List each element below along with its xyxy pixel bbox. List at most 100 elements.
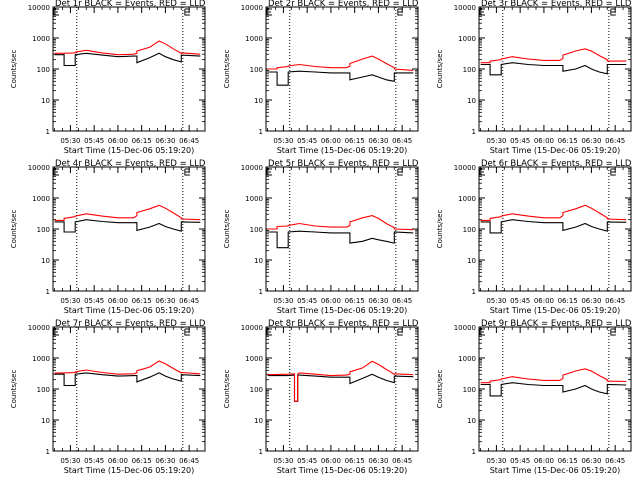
segment-marker [610, 328, 616, 336]
y-axis-label: Counts/sec [223, 370, 231, 409]
x-tick-label: 06:15 [558, 137, 578, 145]
y-tick-label: 100 [463, 226, 476, 234]
x-tick-label: 06:45 [179, 137, 199, 145]
x-tick-label: 06:00 [108, 457, 128, 465]
plot-frame [265, 166, 419, 292]
y-tick-label: 10000 [28, 324, 50, 332]
x-tick-label: 06:45 [605, 137, 625, 145]
segment-marker [397, 8, 403, 16]
y-tick-label: 1000 [458, 355, 476, 363]
y-tick-label: 100 [37, 226, 50, 234]
y-tick-label: 1000 [458, 195, 476, 203]
y-axis-label: Counts/sec [223, 210, 231, 249]
detector-panel-7: Det 7r BLACK = Events, RED = LLD Counts/s… [10, 319, 206, 475]
x-tick-label: 06:15 [345, 297, 365, 305]
plot-frame [265, 6, 419, 132]
x-tick-label: 06:00 [321, 137, 341, 145]
y-axis-label: Counts/sec [10, 50, 18, 89]
detector-panel-8: Det 8r BLACK = Events, RED = LLD Counts/s… [223, 319, 419, 475]
y-tick-label: 1000 [245, 35, 263, 43]
series-line-events [54, 372, 201, 387]
y-axis-label: Counts/sec [436, 210, 444, 249]
panel-title: Det 7r BLACK = Events, RED = LLD [55, 319, 206, 329]
x-tick-label: 06:45 [605, 457, 625, 465]
segment-marker [53, 8, 59, 16]
y-tick-label: 10 [254, 97, 263, 105]
y-tick-label: 10 [467, 417, 476, 425]
x-tick-label: 05:45 [297, 297, 317, 305]
x-tick-label: 06:45 [392, 137, 412, 145]
y-tick-label: 1 [259, 128, 263, 136]
segment-marker [479, 328, 485, 336]
detector-panel-9: Det 9r BLACK = Events, RED = LLD Counts/s… [436, 319, 632, 475]
x-tick-label: 05:45 [510, 457, 530, 465]
series-line-lld [267, 215, 414, 231]
y-tick-label: 1 [259, 288, 263, 296]
detector-panel-5: Det 5r BLACK = Events, RED = LLD Counts/s… [223, 159, 419, 315]
x-tick-label: 06:30 [155, 457, 175, 465]
x-tick-label: 05:30 [273, 457, 293, 465]
series-line-lld [267, 55, 414, 71]
y-tick-label: 10 [254, 257, 263, 265]
segment-marker [266, 8, 272, 16]
x-tick-label: 06:30 [581, 137, 601, 145]
segment-marker [610, 168, 616, 176]
x-tick-label: 06:15 [558, 457, 578, 465]
y-tick-label: 100 [463, 66, 476, 74]
series-line-lld [480, 368, 627, 384]
series-line-events [480, 62, 627, 76]
x-tick-label: 05:30 [60, 457, 80, 465]
y-tick-label: 10000 [28, 164, 50, 172]
series-line-events [480, 219, 627, 234]
y-tick-label: 10 [254, 417, 263, 425]
x-tick-label: 06:15 [132, 297, 152, 305]
y-tick-label: 100 [250, 386, 263, 394]
x-tick-label: 05:30 [60, 137, 80, 145]
y-tick-label: 100 [37, 386, 50, 394]
series-line-events [480, 382, 627, 397]
x-tick-label: 05:45 [510, 137, 530, 145]
x-tick-label: 06:00 [534, 297, 554, 305]
y-tick-label: 1 [259, 448, 263, 456]
x-tick-label: 06:45 [179, 297, 199, 305]
x-tick-label: 05:30 [486, 297, 506, 305]
y-tick-label: 1000 [32, 195, 50, 203]
x-tick-label: 05:45 [510, 297, 530, 305]
y-tick-label: 10000 [241, 164, 263, 172]
series-line-events [54, 52, 201, 67]
detector-panel-1: Det 1r BLACK = Events, RED = LLD Counts/s… [10, 0, 206, 155]
y-tick-label: 10000 [28, 4, 50, 12]
x-tick-label: 06:30 [155, 137, 175, 145]
x-tick-label: 06:00 [534, 137, 554, 145]
x-axis-label: Start Time (15-Dec-06 05:19:20) [64, 146, 195, 155]
x-tick-label: 06:00 [534, 457, 554, 465]
x-tick-label: 06:30 [368, 457, 388, 465]
x-tick-label: 06:00 [108, 137, 128, 145]
segment-marker [479, 168, 485, 176]
y-tick-label: 100 [463, 386, 476, 394]
x-tick-label: 06:15 [132, 457, 152, 465]
detector-panel-3: Det 3r BLACK = Events, RED = LLD Counts/s… [436, 0, 632, 155]
series-line-lld [267, 360, 414, 402]
detector-panel-6: Det 6r BLACK = Events, RED = LLD Counts/s… [436, 159, 632, 315]
series-line-lld [54, 204, 201, 221]
x-tick-label: 06:45 [605, 297, 625, 305]
plot-frame [478, 6, 632, 132]
y-axis-label: Counts/sec [223, 50, 231, 89]
series-line-lld [480, 48, 627, 64]
x-tick-label: 06:15 [132, 137, 152, 145]
x-tick-label: 05:45 [297, 457, 317, 465]
y-tick-label: 10000 [454, 4, 476, 12]
x-axis-label: Start Time (15-Dec-06 05:19:20) [490, 466, 621, 475]
x-axis-label: Start Time (15-Dec-06 05:19:20) [64, 306, 195, 315]
segment-marker [184, 328, 190, 336]
x-tick-label: 06:45 [179, 457, 199, 465]
x-tick-label: 06:30 [581, 457, 601, 465]
x-tick-label: 06:15 [345, 137, 365, 145]
segment-marker [53, 328, 59, 336]
x-tick-label: 05:30 [273, 137, 293, 145]
x-tick-label: 06:30 [368, 297, 388, 305]
x-tick-label: 06:00 [321, 457, 341, 465]
y-tick-label: 10 [467, 257, 476, 265]
